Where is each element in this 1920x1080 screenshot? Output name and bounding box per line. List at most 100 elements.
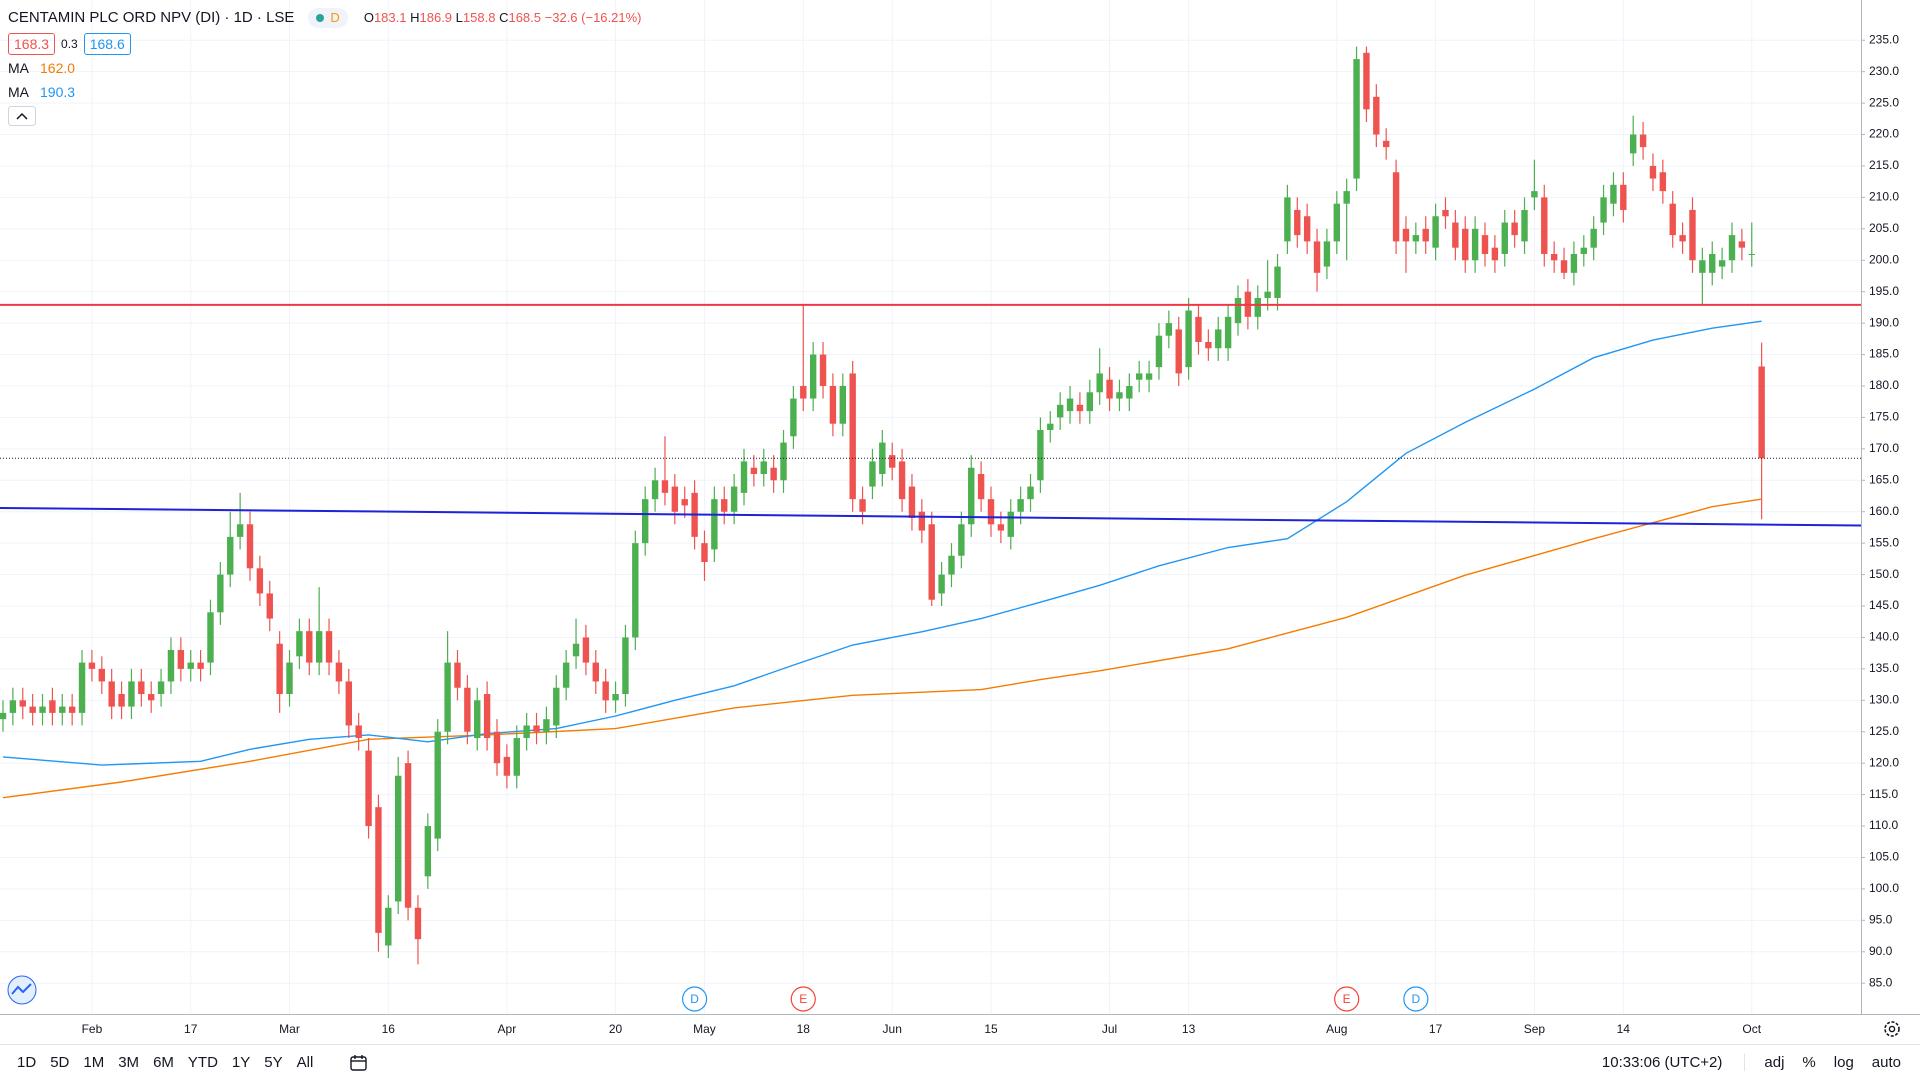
scale-option[interactable]: auto (1871, 1054, 1901, 1071)
candle-body (1679, 235, 1686, 242)
status-badge[interactable]: D (308, 8, 348, 28)
candle-body (1560, 260, 1568, 273)
candle-body (553, 687, 560, 726)
scale-option[interactable]: % (1802, 1054, 1816, 1071)
spread: 0.3 (61, 37, 78, 51)
candle-body (385, 907, 392, 946)
change: −32.6 (−16.21%) (544, 10, 642, 25)
chart: 192.9168.507:31:53GBXDEED85.090.095.0100… (0, 0, 1920, 1037)
candle-body (661, 480, 669, 493)
candle-body (444, 662, 451, 732)
scale-option[interactable]: adj (1764, 1054, 1785, 1071)
candle-body (335, 662, 343, 682)
candle-body (968, 467, 975, 525)
candle-body (1570, 253, 1578, 273)
x-tick-label: 13 (1182, 1022, 1196, 1036)
candle-body (671, 486, 679, 512)
range-button[interactable]: 5Y (264, 1054, 283, 1071)
candle-body (1442, 209, 1449, 217)
y-tick-label: 115.0 (1869, 787, 1898, 801)
logo[interactable] (7, 975, 37, 1005)
axes: 85.0 90.0 95.0 100.0 105.0 110.0 115.0 120.0 125… (0, 0, 1920, 1037)
event-marker[interactable] (681, 986, 708, 1012)
x-tick-label: Apr (498, 1022, 517, 1036)
candle-body (1086, 392, 1093, 412)
candle-body (800, 385, 807, 399)
range-button[interactable]: 6M (153, 1054, 174, 1071)
candle-body (1037, 429, 1044, 481)
y-tick-label: 120.0 (1869, 755, 1899, 769)
range-button[interactable]: 1D (17, 1054, 37, 1071)
candle-body (1689, 209, 1696, 261)
candle-body (1076, 404, 1084, 412)
candle-body (1491, 247, 1499, 261)
x-tick-label: 17 (1429, 1022, 1443, 1036)
candle-body (315, 631, 323, 663)
range-button[interactable]: 3M (118, 1054, 140, 1071)
range-button[interactable]: 5D (50, 1054, 70, 1071)
candle-body (1728, 235, 1736, 261)
candle-body (1392, 172, 1400, 242)
ohlc-label: H (410, 10, 420, 25)
candle-body (1017, 499, 1024, 512)
candle-body (0, 712, 7, 720)
event-marker[interactable] (1403, 986, 1429, 1012)
y-tick-label: 105.0 (1869, 850, 1899, 864)
candle-body (790, 398, 797, 437)
candle-body (355, 725, 362, 739)
settings-button[interactable] (1884, 1021, 1900, 1037)
range-button[interactable]: YTD (187, 1054, 218, 1071)
ma-name[interactable]: MA (8, 84, 29, 100)
y-tick-label: 200.0 (1869, 252, 1899, 266)
candle-body (1363, 52, 1370, 110)
candle-body (1274, 266, 1281, 298)
ask[interactable]: 168.6 (83, 33, 131, 55)
candle-body (1047, 423, 1054, 430)
ma-name[interactable]: MA (8, 60, 29, 76)
ohlc-label: C (499, 10, 509, 25)
clock[interactable]: 10:33:06 (UTC+2) (1601, 1054, 1723, 1071)
candle-body (1600, 197, 1607, 223)
legend: CENTAMIN PLC ORD NPV (DI) · 1D · LSE D O… (8, 6, 642, 128)
candle-body (908, 486, 916, 519)
candle-body (118, 694, 125, 707)
collapse-button[interactable] (8, 106, 36, 126)
y-tick-label: 160.0 (1869, 504, 1899, 518)
y-tick-label: 180.0 (1869, 378, 1899, 392)
candle-body (1531, 191, 1538, 198)
ohlc-value: 183.1 (373, 10, 407, 25)
candle-body (1284, 197, 1291, 242)
range-button[interactable]: All (296, 1054, 314, 1071)
event-marker[interactable] (790, 986, 816, 1012)
candle-body (1550, 253, 1558, 261)
y-tick-label: 140.0 (1869, 630, 1899, 644)
y-tick-label: 190.0 (1869, 315, 1899, 329)
range-button[interactable]: 1Y (231, 1054, 251, 1071)
indicators (2, 320, 1762, 799)
scale-option[interactable]: log (1833, 1054, 1854, 1071)
candle-body (740, 461, 748, 493)
event-marker[interactable] (1334, 986, 1360, 1012)
candle-body (138, 681, 145, 695)
range-button[interactable]: 1M (83, 1054, 105, 1071)
candle-body (1234, 297, 1242, 324)
candle-body (424, 826, 432, 877)
candle-body (1699, 260, 1706, 273)
grid (0, 0, 1861, 1014)
candle-body (1027, 486, 1034, 500)
candle-body (1412, 235, 1420, 242)
y-tick-label: 155.0 (1869, 535, 1899, 549)
candle-body (325, 631, 333, 663)
candle-body (1007, 511, 1014, 537)
candle-body (1096, 373, 1103, 393)
y-tick-label: 90.0 (1869, 944, 1893, 958)
goto-date-button[interactable] (348, 1053, 370, 1073)
candle-body (1353, 59, 1360, 179)
price-axis-bg (1861, 0, 1920, 1014)
candle-body (207, 612, 214, 663)
ohlc: O183.1 H186.9 L158.8 C168.5 −32.6 (−16.2… (364, 6, 642, 30)
symbol-title[interactable]: CENTAMIN PLC ORD NPV (DI) · 1D · LSE (8, 9, 295, 26)
bid[interactable]: 168.3 (8, 33, 56, 55)
moving-average (2, 498, 1762, 799)
candle-body (29, 706, 36, 713)
